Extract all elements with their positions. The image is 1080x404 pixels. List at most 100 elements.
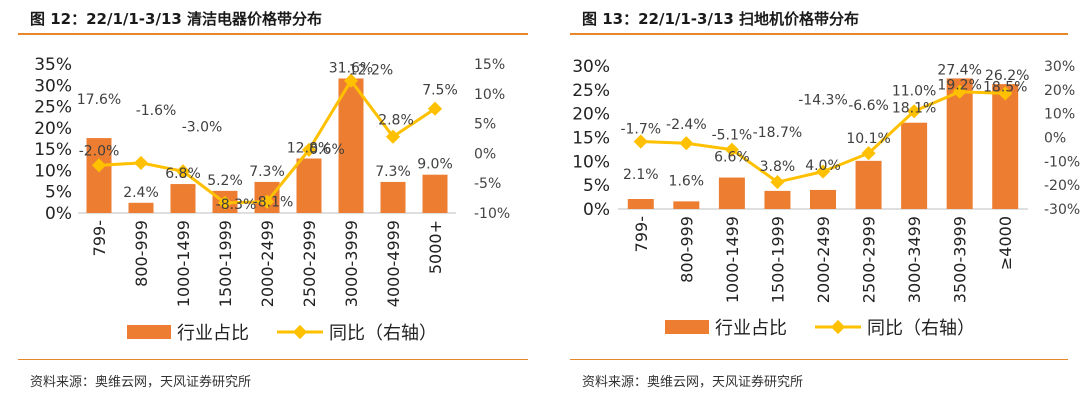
bar-data-label: 2.1% bbox=[623, 167, 659, 183]
source-divider bbox=[570, 359, 1068, 360]
x-tick-label: 3500-3999 bbox=[951, 216, 970, 303]
legend-bar-swatch bbox=[127, 325, 171, 339]
y-left-tick-label: 0% bbox=[583, 200, 610, 220]
source-note: 资料来源：奥维云网，天风证券研究所 bbox=[30, 375, 252, 390]
chart-title: 图 13：22/1/1-3/13 扫地机价格带分布 bbox=[582, 10, 860, 28]
bar-data-label: 27.4% bbox=[937, 62, 981, 78]
line-point-marker bbox=[998, 86, 1013, 101]
y-left-tick-label: 0% bbox=[45, 204, 72, 224]
bar bbox=[992, 84, 1019, 209]
x-tick-label: 2500-2999 bbox=[860, 216, 879, 303]
x-tick-label: 1000-1499 bbox=[723, 216, 742, 303]
legend-label: 同比（右轴） bbox=[329, 323, 437, 344]
chart-plot-12: 35%30%25%20%15%10%5%0%15%10%5%0%-5%-10%1… bbox=[34, 55, 510, 344]
line-data-label: 11.0% bbox=[892, 83, 936, 99]
line-data-label: -3.0% bbox=[182, 119, 223, 135]
legend-line-marker bbox=[830, 319, 846, 335]
chart-panel-13: 图 13：22/1/1-3/13 扫地机价格带分布 30% 25% 20% 15% 10… bbox=[552, 0, 1080, 404]
bar-data-label: 1.6% bbox=[669, 173, 705, 189]
y-left-tick-label: 30% bbox=[572, 57, 610, 77]
line-point-marker bbox=[770, 174, 785, 190]
y-left-tick-label: 35% bbox=[34, 55, 72, 75]
y-right-tick-label: 15% bbox=[474, 57, 505, 73]
line-point-marker bbox=[815, 164, 831, 179]
x-tick-label: 800-999 bbox=[677, 216, 696, 283]
y-right-tick-label: -10% bbox=[474, 206, 510, 222]
bar bbox=[810, 189, 836, 209]
line-data-label: -8.3% bbox=[216, 197, 257, 213]
x-tick-label: 1500-1999 bbox=[216, 220, 235, 307]
bar bbox=[718, 177, 745, 209]
line-data-label: 18.5% bbox=[983, 79, 1027, 95]
line-point-marker bbox=[679, 136, 694, 151]
bar-data-label: 7.3% bbox=[375, 164, 411, 180]
y-right-tick-label: 0% bbox=[1044, 131, 1066, 147]
y-left-tick-label: 10% bbox=[572, 152, 610, 172]
x-tick-label: 3000-3999 bbox=[342, 220, 361, 307]
bar-data-label: 6.8% bbox=[165, 166, 201, 182]
line-point-marker bbox=[385, 129, 401, 144]
line-point-marker bbox=[259, 194, 275, 209]
line-data-label: -8.1% bbox=[253, 195, 294, 211]
y-left-tick-label: 20% bbox=[572, 105, 610, 125]
y-right-tick-label: -20% bbox=[1044, 178, 1080, 194]
source-note: 资料来源：奥维云网，天风证券研究所 bbox=[582, 375, 804, 390]
line-data-label: 7.5% bbox=[422, 83, 458, 99]
line-data-label: -5.1% bbox=[712, 128, 753, 144]
line-data-label: -2.0% bbox=[79, 143, 120, 159]
line-data-label: 19.2% bbox=[937, 78, 981, 94]
x-tick-label: 2000-2499 bbox=[814, 216, 833, 303]
x-tick-label: 799- bbox=[632, 216, 651, 252]
bar-data-label: 2.4% bbox=[123, 185, 159, 201]
bar bbox=[380, 181, 406, 213]
source-divider bbox=[18, 359, 528, 360]
bar bbox=[627, 198, 654, 209]
y-right-tick-label: 5% bbox=[474, 117, 496, 133]
x-tick-label: 1500-1999 bbox=[768, 216, 787, 303]
y-right-tick-label: -10% bbox=[1044, 154, 1080, 170]
line-point-marker bbox=[343, 73, 359, 88]
legend-label: 行业占比 bbox=[177, 323, 249, 344]
bar-data-label: 31.6% bbox=[329, 60, 373, 76]
title-divider bbox=[570, 33, 1068, 35]
x-tick-label: ≥4000 bbox=[996, 216, 1015, 270]
legend-label: 同比（右轴） bbox=[867, 318, 975, 339]
line-data-label: 0.6% bbox=[309, 142, 345, 158]
bar bbox=[170, 184, 196, 213]
x-tick-label: 800-999 bbox=[132, 220, 151, 287]
x-tick-label: 2500-2999 bbox=[300, 220, 319, 307]
y-left-tick-label: 5% bbox=[45, 183, 72, 203]
title-divider bbox=[18, 33, 528, 35]
chart-panel-12: 图 12：22/1/1-3/13 清洁电器价格带分布 35% 30% 25% 20% 1… bbox=[18, 10, 528, 390]
line-point-marker bbox=[175, 164, 191, 179]
legend-line-marker bbox=[292, 324, 308, 340]
line-data-label: -1.6% bbox=[136, 103, 177, 119]
line-point-marker bbox=[217, 195, 233, 210]
line-point-marker bbox=[301, 142, 317, 157]
line-data-label: 12.2% bbox=[349, 63, 393, 79]
line-point-marker bbox=[633, 134, 648, 149]
y-left-tick-label: 30% bbox=[34, 76, 72, 96]
chart-plot-13: 30% 25% 20% 15% 10% 5% 0% 30% 20% 10% 0% -10% -20% -3… bbox=[572, 57, 1080, 339]
legend-bar-swatch bbox=[665, 320, 709, 334]
y-left-tick-label: 10% bbox=[34, 161, 72, 181]
bar-data-label: 3.8% bbox=[760, 159, 796, 175]
y-right-tick-label: -5% bbox=[474, 176, 501, 192]
bar bbox=[86, 138, 112, 213]
y-right-tick-label: 30% bbox=[1044, 59, 1075, 75]
y-right-tick-label: 10% bbox=[474, 87, 505, 103]
bar bbox=[855, 160, 882, 209]
y-left-tick-label: 25% bbox=[34, 98, 72, 118]
bar bbox=[128, 202, 154, 213]
line-data-label: -18.7% bbox=[753, 125, 803, 141]
line-point-marker bbox=[133, 155, 149, 171]
bar bbox=[338, 78, 364, 213]
bar-data-label: 6.6% bbox=[714, 150, 750, 166]
legend-label: 行业占比 bbox=[715, 318, 787, 339]
y-left-tick-label: 15% bbox=[572, 129, 610, 149]
bar-data-label: 12.8% bbox=[287, 141, 331, 157]
y-left-tick-label: 20% bbox=[34, 119, 72, 139]
bar-data-label: 7.3% bbox=[249, 164, 285, 180]
y-right-tick-label: 10% bbox=[1044, 107, 1075, 123]
x-tick-label: 3000-3499 bbox=[905, 216, 924, 303]
